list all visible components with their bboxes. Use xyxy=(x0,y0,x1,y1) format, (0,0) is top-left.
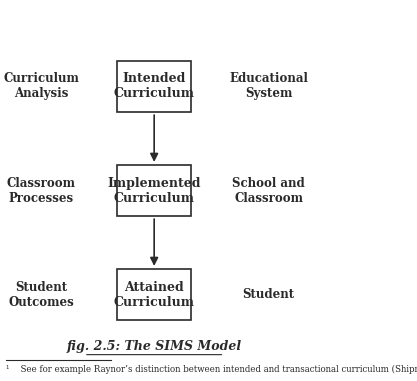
Text: fig. 2.5: The SIMS Model: fig. 2.5: The SIMS Model xyxy=(67,340,242,353)
Text: School and
Classroom: School and Classroom xyxy=(232,176,305,205)
FancyBboxPatch shape xyxy=(118,269,191,320)
Text: Curriculum
Analysis: Curriculum Analysis xyxy=(3,72,79,101)
Text: Attained
Curriculum: Attained Curriculum xyxy=(114,280,195,309)
FancyBboxPatch shape xyxy=(118,165,191,216)
Text: Intended
Curriculum: Intended Curriculum xyxy=(114,72,195,101)
Text: Student
Outcomes: Student Outcomes xyxy=(8,280,74,309)
Text: Classroom
Processes: Classroom Processes xyxy=(7,176,75,205)
Text: ¹    See for example Raynor’s distinction between intended and transactional cur: ¹ See for example Raynor’s distinction b… xyxy=(6,365,417,374)
Text: Educational
System: Educational System xyxy=(229,72,308,101)
Text: Implemented
Curriculum: Implemented Curriculum xyxy=(108,176,201,205)
FancyBboxPatch shape xyxy=(118,61,191,112)
Text: Student: Student xyxy=(243,288,295,301)
